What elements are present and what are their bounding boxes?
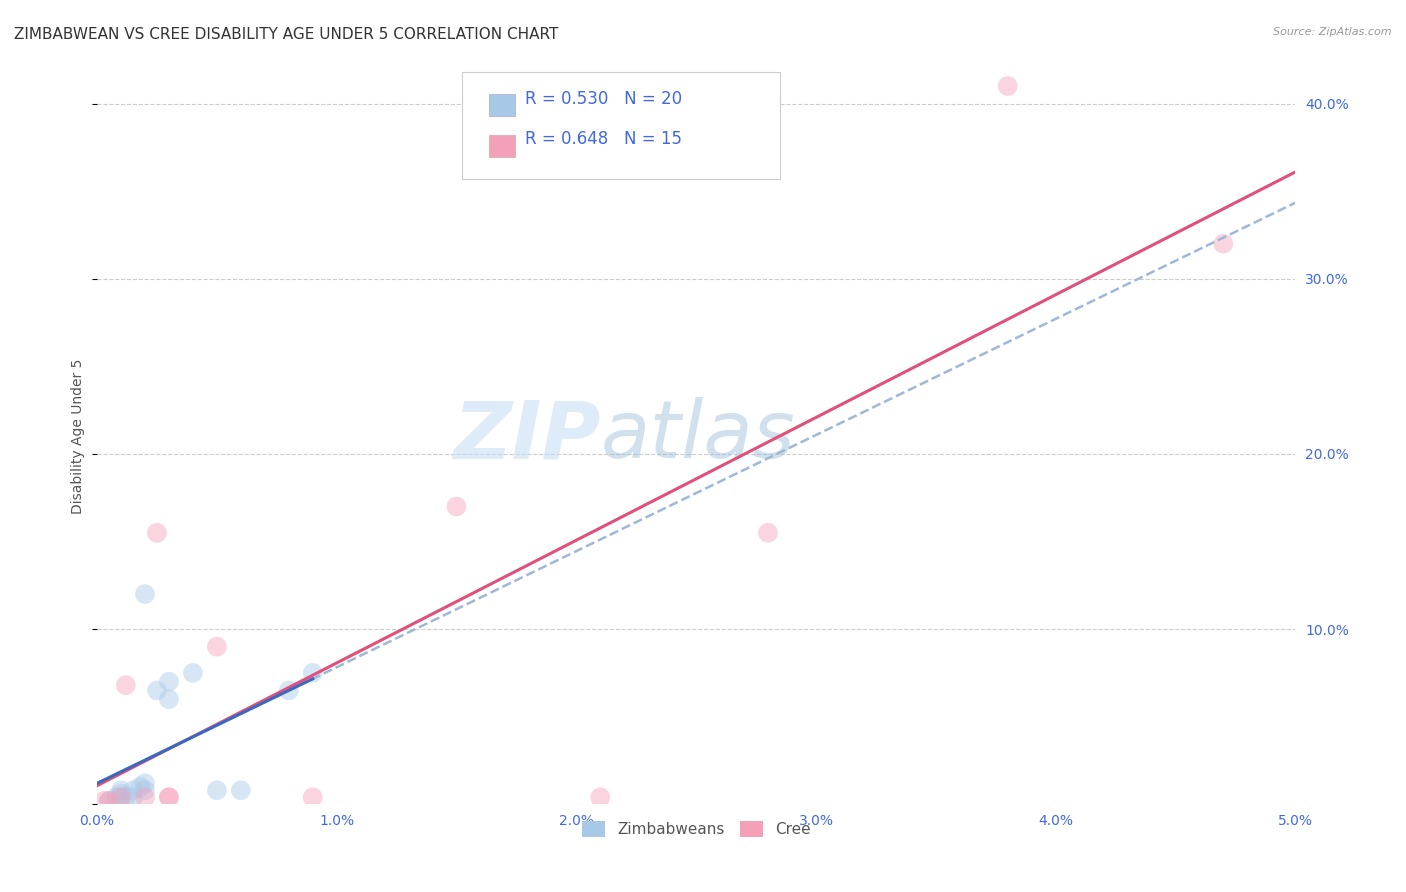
FancyBboxPatch shape xyxy=(463,72,780,179)
Point xyxy=(98,794,121,808)
Point xyxy=(277,683,299,698)
Point xyxy=(110,790,132,805)
Point xyxy=(229,783,252,797)
FancyBboxPatch shape xyxy=(489,95,515,116)
Point xyxy=(997,78,1019,93)
Point xyxy=(122,783,145,797)
Y-axis label: Disability Age Under 5: Disability Age Under 5 xyxy=(72,359,86,514)
Point xyxy=(157,790,180,805)
Point xyxy=(301,790,323,805)
Point xyxy=(181,665,204,680)
Point xyxy=(110,787,132,801)
Point xyxy=(157,674,180,689)
Point xyxy=(134,790,156,805)
Point xyxy=(105,790,128,805)
Point xyxy=(110,790,132,805)
Point xyxy=(98,794,121,808)
Point xyxy=(110,783,132,797)
Point xyxy=(114,790,136,805)
Legend: Zimbabweans, Cree: Zimbabweans, Cree xyxy=(574,814,818,845)
Point xyxy=(301,665,323,680)
Point xyxy=(205,640,228,654)
Point xyxy=(146,525,169,540)
Point xyxy=(134,783,156,797)
Point xyxy=(157,790,180,805)
Point xyxy=(129,780,152,794)
Point xyxy=(134,776,156,790)
Point xyxy=(756,525,779,540)
Text: atlas: atlas xyxy=(600,398,794,475)
Text: Source: ZipAtlas.com: Source: ZipAtlas.com xyxy=(1274,27,1392,37)
Point xyxy=(93,794,115,808)
Text: ZIMBABWEAN VS CREE DISABILITY AGE UNDER 5 CORRELATION CHART: ZIMBABWEAN VS CREE DISABILITY AGE UNDER … xyxy=(14,27,558,42)
Point xyxy=(1212,236,1234,251)
Text: R = 0.648   N = 15: R = 0.648 N = 15 xyxy=(524,130,682,148)
Point xyxy=(205,783,228,797)
Text: R = 0.530   N = 20: R = 0.530 N = 20 xyxy=(524,90,682,108)
Point xyxy=(589,790,612,805)
Point xyxy=(146,683,169,698)
Point xyxy=(114,678,136,692)
FancyBboxPatch shape xyxy=(489,135,515,157)
Point xyxy=(122,790,145,805)
Point xyxy=(446,500,468,514)
Text: ZIP: ZIP xyxy=(453,398,600,475)
Point xyxy=(134,587,156,601)
Point xyxy=(157,692,180,706)
